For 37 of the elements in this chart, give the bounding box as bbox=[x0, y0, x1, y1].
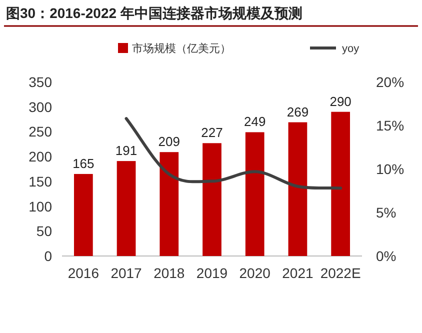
y2-tick-label: 10% bbox=[376, 161, 404, 177]
y2-tick-label: 15% bbox=[376, 118, 404, 134]
x-tick-label: 2019 bbox=[196, 265, 228, 281]
legend-label: 市场规模（亿美元） bbox=[132, 42, 231, 55]
bar bbox=[331, 112, 350, 256]
bar bbox=[160, 152, 179, 256]
y2-tick-label: 0% bbox=[376, 248, 396, 264]
y-tick-label: 300 bbox=[28, 98, 52, 115]
data-label: 269 bbox=[286, 104, 309, 120]
y-tick-label: 150 bbox=[28, 173, 52, 190]
y-tick-label: 100 bbox=[28, 198, 52, 214]
data-label: 227 bbox=[201, 125, 223, 140]
y-tick-label: 250 bbox=[28, 124, 52, 140]
y-tick-label: 350 bbox=[28, 74, 52, 90]
chart-title: 图30：2016-2022 年中国连接器市场规模及预测 bbox=[6, 5, 302, 21]
x-tick-label: 2018 bbox=[154, 265, 185, 281]
x-tick-label: 2017 bbox=[110, 265, 142, 281]
bar bbox=[202, 143, 222, 256]
y2-tick-label: 20% bbox=[376, 74, 404, 90]
x-tick-label: 2016 bbox=[68, 265, 100, 281]
x-tick-label: 2022E bbox=[320, 265, 361, 281]
y2-tick-label: 5% bbox=[376, 204, 396, 220]
x-tick-label: 2021 bbox=[282, 265, 314, 281]
data-label: 290 bbox=[330, 94, 352, 109]
data-label: 165 bbox=[72, 156, 94, 171]
bar bbox=[245, 132, 264, 256]
data-label: 249 bbox=[244, 114, 266, 130]
x-tick-label: 2020 bbox=[239, 265, 271, 281]
bar bbox=[116, 161, 136, 256]
data-label: 209 bbox=[158, 134, 180, 150]
legend-label: yoy bbox=[342, 43, 360, 55]
y-tick-label: 0 bbox=[44, 248, 52, 264]
data-label: 191 bbox=[115, 143, 138, 158]
bar bbox=[288, 122, 308, 256]
bar bbox=[74, 174, 93, 256]
y-tick-label: 200 bbox=[28, 148, 52, 165]
y-tick-label: 50 bbox=[36, 223, 52, 240]
